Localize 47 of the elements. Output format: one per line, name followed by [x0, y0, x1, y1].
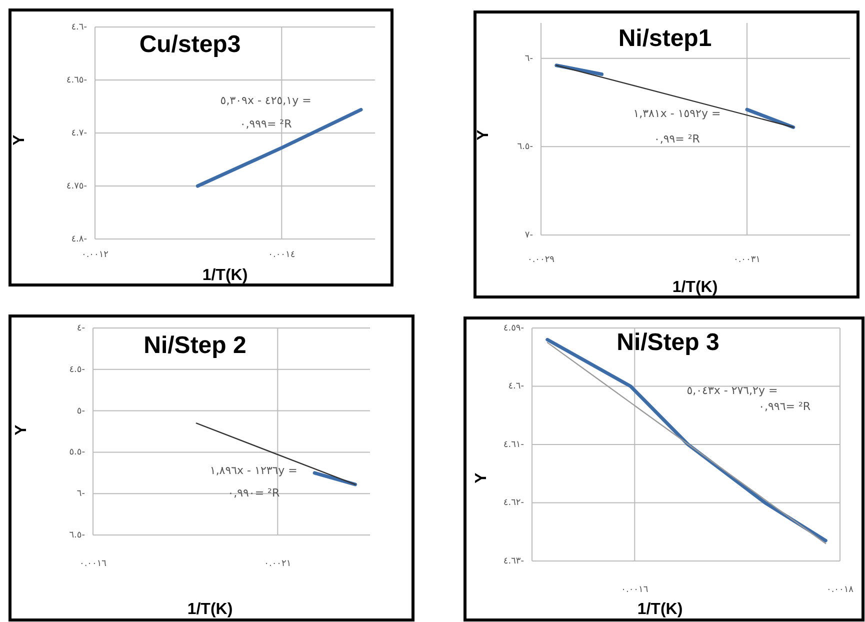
annotation: ٠,٩٩= ²R — [654, 132, 700, 146]
y-axis-title: Y — [475, 129, 492, 140]
y-tick-label: ٤.٧٥- — [66, 181, 87, 192]
chart-title: Ni/step1 — [618, 25, 712, 52]
y-axis-title: Y — [11, 134, 28, 146]
x-tick-label: ٠.٠٠١٦ — [79, 559, 107, 569]
x-tick-label: ٠.٠٠٢٩ — [527, 255, 555, 265]
y-tick-label: ٧- — [524, 230, 533, 240]
annotation: ٠,٩٩٦= ²R — [758, 400, 811, 414]
annotation: ١,٣٨١x - ١٥٩٢y = — [633, 107, 721, 120]
y-tick-label: ٦.٥- — [69, 530, 85, 540]
x-tick-label: ٠.٠٠١٦ — [621, 585, 648, 595]
y-tick-label: ٤.٥٩- — [503, 323, 524, 334]
y-tick-label: ٤.٦- — [71, 22, 87, 32]
x-axis-title: 1/T(K) — [637, 601, 683, 618]
x-axis-title: 1/T(K) — [187, 601, 233, 618]
annotation: ٥,٠٤٣x - ٢٧٦,٢y = — [686, 384, 778, 397]
x-tick-label: ٠.٠٠١٢ — [81, 250, 109, 260]
y-tick-label: ٥- — [76, 406, 85, 416]
annotation: ٠,٩٩٩= ²R — [240, 118, 292, 131]
chart-title: Ni/Step 2 — [144, 332, 246, 359]
annotation: ٥,٣٠٩x - ٤٢٥,١y = — [220, 94, 312, 108]
x-axis-title: 1/T(K) — [672, 279, 718, 296]
x-tick-label: ٠.٠٠٢١ — [264, 559, 292, 569]
y-tick-label: ٤.٦- — [508, 382, 524, 392]
y-tick-label: ٥.٥- — [69, 448, 85, 458]
y-tick-label: ٤.٦٣- — [503, 556, 524, 566]
chart-title: Ni/Step 3 — [616, 329, 720, 356]
annotation: ١,٨٩٦x - ١٢٣٦y = — [210, 464, 298, 477]
y-tick-label: ٤.٦١- — [503, 440, 524, 450]
x-tick-label: ٠.٠٠١٤ — [268, 250, 296, 260]
y-tick-label: ٦.٥- — [517, 142, 533, 152]
y-tick-label: ٤.٧- — [71, 128, 87, 138]
y-tick-label: ٦- — [76, 489, 85, 500]
chart-title: Cu/step3 — [139, 31, 241, 58]
x-tick-label: ٠.٠٠١٨ — [826, 585, 854, 595]
y-tick-label: ٤.٦٢- — [503, 498, 524, 508]
x-tick-label: ٠.٠٠٣١ — [733, 255, 761, 265]
annotation: ٠,٩٩٠= ²R — [228, 486, 280, 500]
y-tick-label: ٤- — [76, 323, 85, 334]
y-tick-label: ٦- — [524, 54, 533, 64]
y-axis-title: Y — [13, 424, 30, 436]
x-axis-title: 1/T(K) — [202, 267, 248, 284]
y-tick-label: ٤.٦٥- — [66, 75, 87, 86]
y-tick-label: ٤.٥- — [69, 364, 85, 375]
y-axis-title: Y — [473, 472, 490, 484]
y-tick-label: ٤.٨- — [71, 234, 87, 244]
